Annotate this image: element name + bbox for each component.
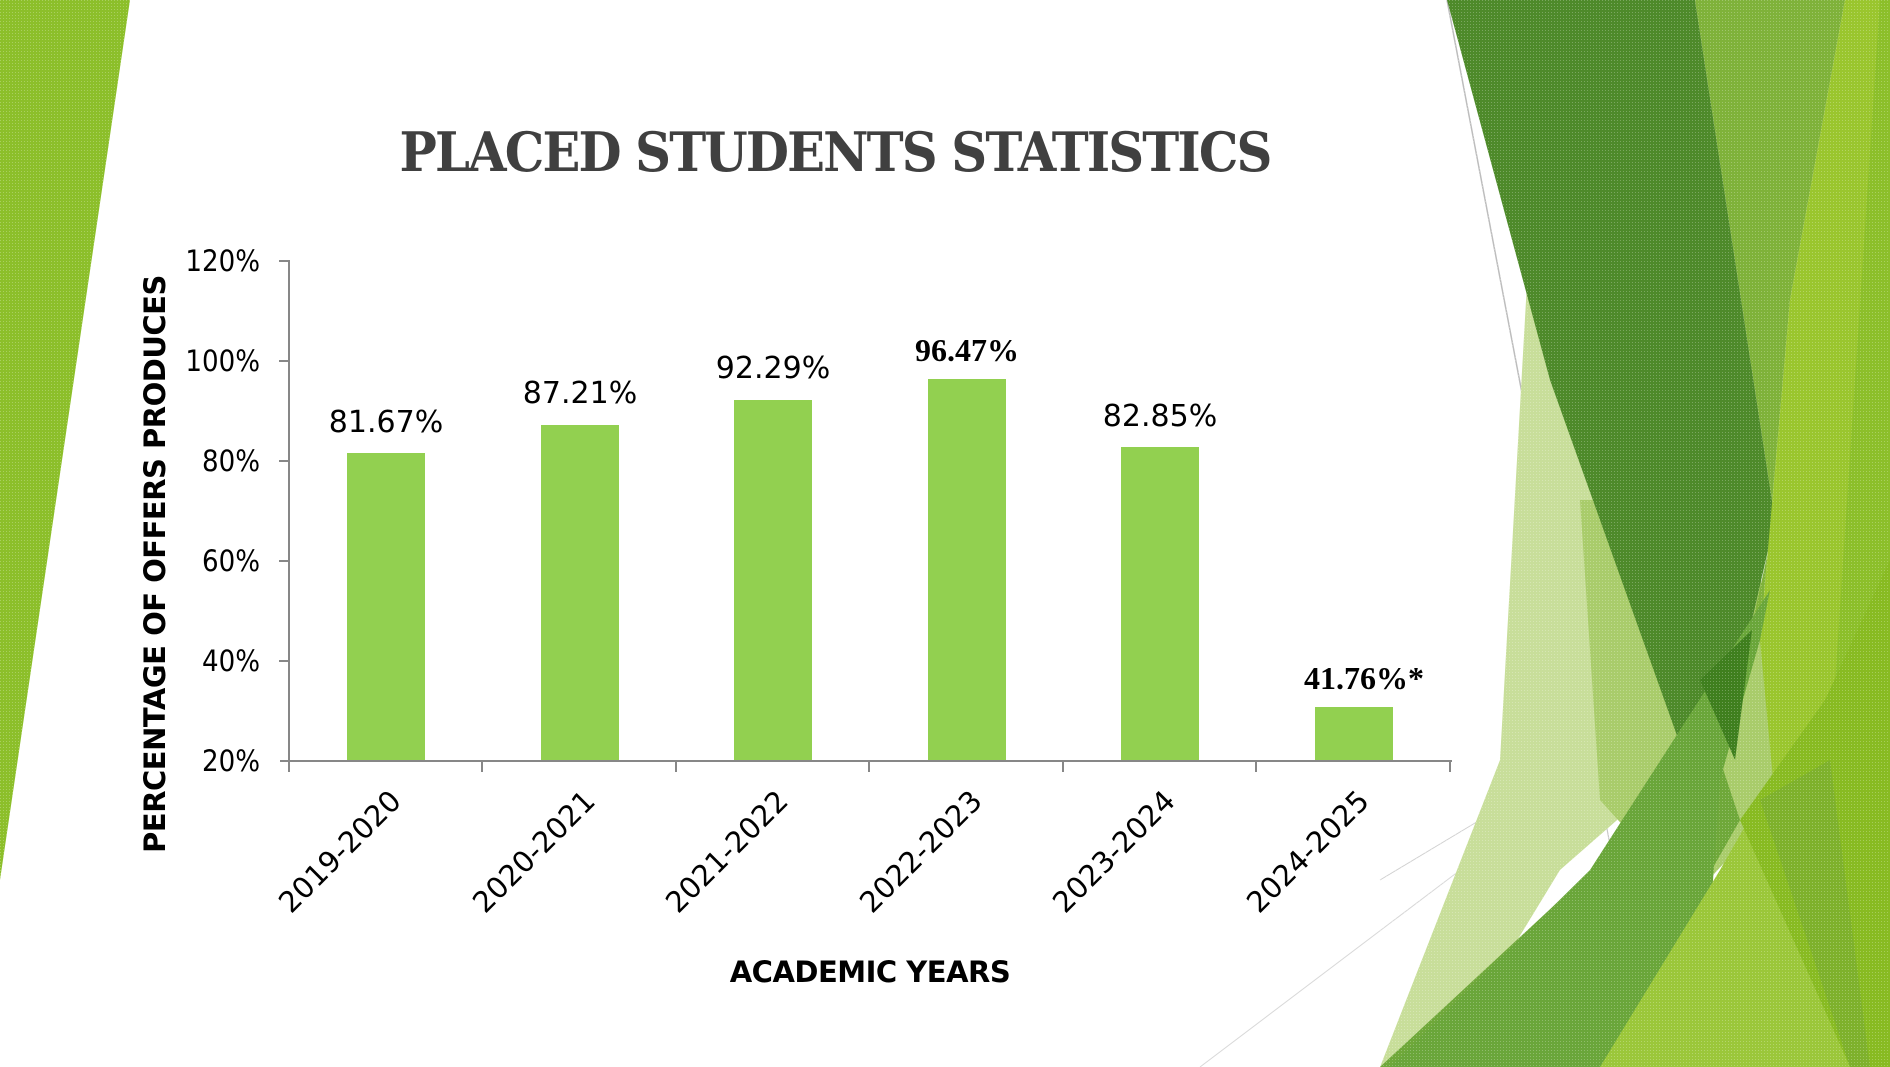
data-label-2022-2023: 96.47% bbox=[915, 332, 1019, 368]
y-tick-mark bbox=[279, 360, 289, 362]
y-tick-mark bbox=[279, 260, 289, 262]
bar-2020-2021 bbox=[541, 425, 619, 760]
x-tick-mark bbox=[1062, 760, 1064, 772]
y-tick-mark bbox=[279, 560, 289, 562]
y-axis-line bbox=[288, 260, 290, 770]
y-tick-100: 100% bbox=[185, 344, 260, 378]
bar-2022-2023 bbox=[928, 379, 1006, 760]
y-tick-120: 120% bbox=[185, 244, 260, 278]
x-tick-label-2020-2021: 2020-2021 bbox=[465, 783, 602, 920]
x-axis-line bbox=[280, 760, 1452, 762]
y-tick-60: 60% bbox=[202, 544, 260, 578]
y-tick-mark bbox=[279, 460, 289, 462]
slide-title: PLACED STUDENTS STATISTICS bbox=[399, 120, 1272, 184]
x-tick-label-2019-2020: 2019-2020 bbox=[271, 783, 408, 920]
x-tick-mark bbox=[868, 760, 870, 772]
x-axis-label: ACADEMIC YEARS bbox=[729, 955, 1011, 989]
x-tick-label-2022-2023: 2022-2023 bbox=[852, 783, 989, 920]
x-tick-label-2023-2024: 2023-2024 bbox=[1045, 783, 1182, 920]
y-tick-40: 40% bbox=[202, 644, 260, 678]
data-label-2024-2025: 41.76%* bbox=[1304, 660, 1424, 696]
bar-2021-2022 bbox=[734, 400, 812, 760]
x-tick-mark bbox=[1255, 760, 1257, 772]
x-tick-mark bbox=[1449, 760, 1451, 772]
bar-2024-2025 bbox=[1315, 707, 1393, 760]
y-tick-20: 20% bbox=[202, 744, 260, 778]
x-tick-mark bbox=[675, 760, 677, 772]
y-tick-80: 80% bbox=[202, 444, 260, 478]
data-label-2021-2022: 92.29% bbox=[715, 351, 831, 386]
bar-2023-2024 bbox=[1121, 447, 1199, 760]
x-tick-mark bbox=[481, 760, 483, 772]
x-tick-mark bbox=[288, 760, 290, 772]
y-tick-mark bbox=[279, 660, 289, 662]
x-tick-label-2024-2025: 2024-2025 bbox=[1239, 783, 1376, 920]
x-tick-label-2021-2022: 2021-2022 bbox=[658, 783, 795, 920]
data-label-2019-2020: 81.67% bbox=[328, 405, 444, 440]
data-label-2023-2024: 82.85% bbox=[1102, 399, 1218, 434]
data-label-2020-2021: 87.21% bbox=[522, 376, 638, 411]
bar-2019-2020 bbox=[347, 453, 425, 760]
